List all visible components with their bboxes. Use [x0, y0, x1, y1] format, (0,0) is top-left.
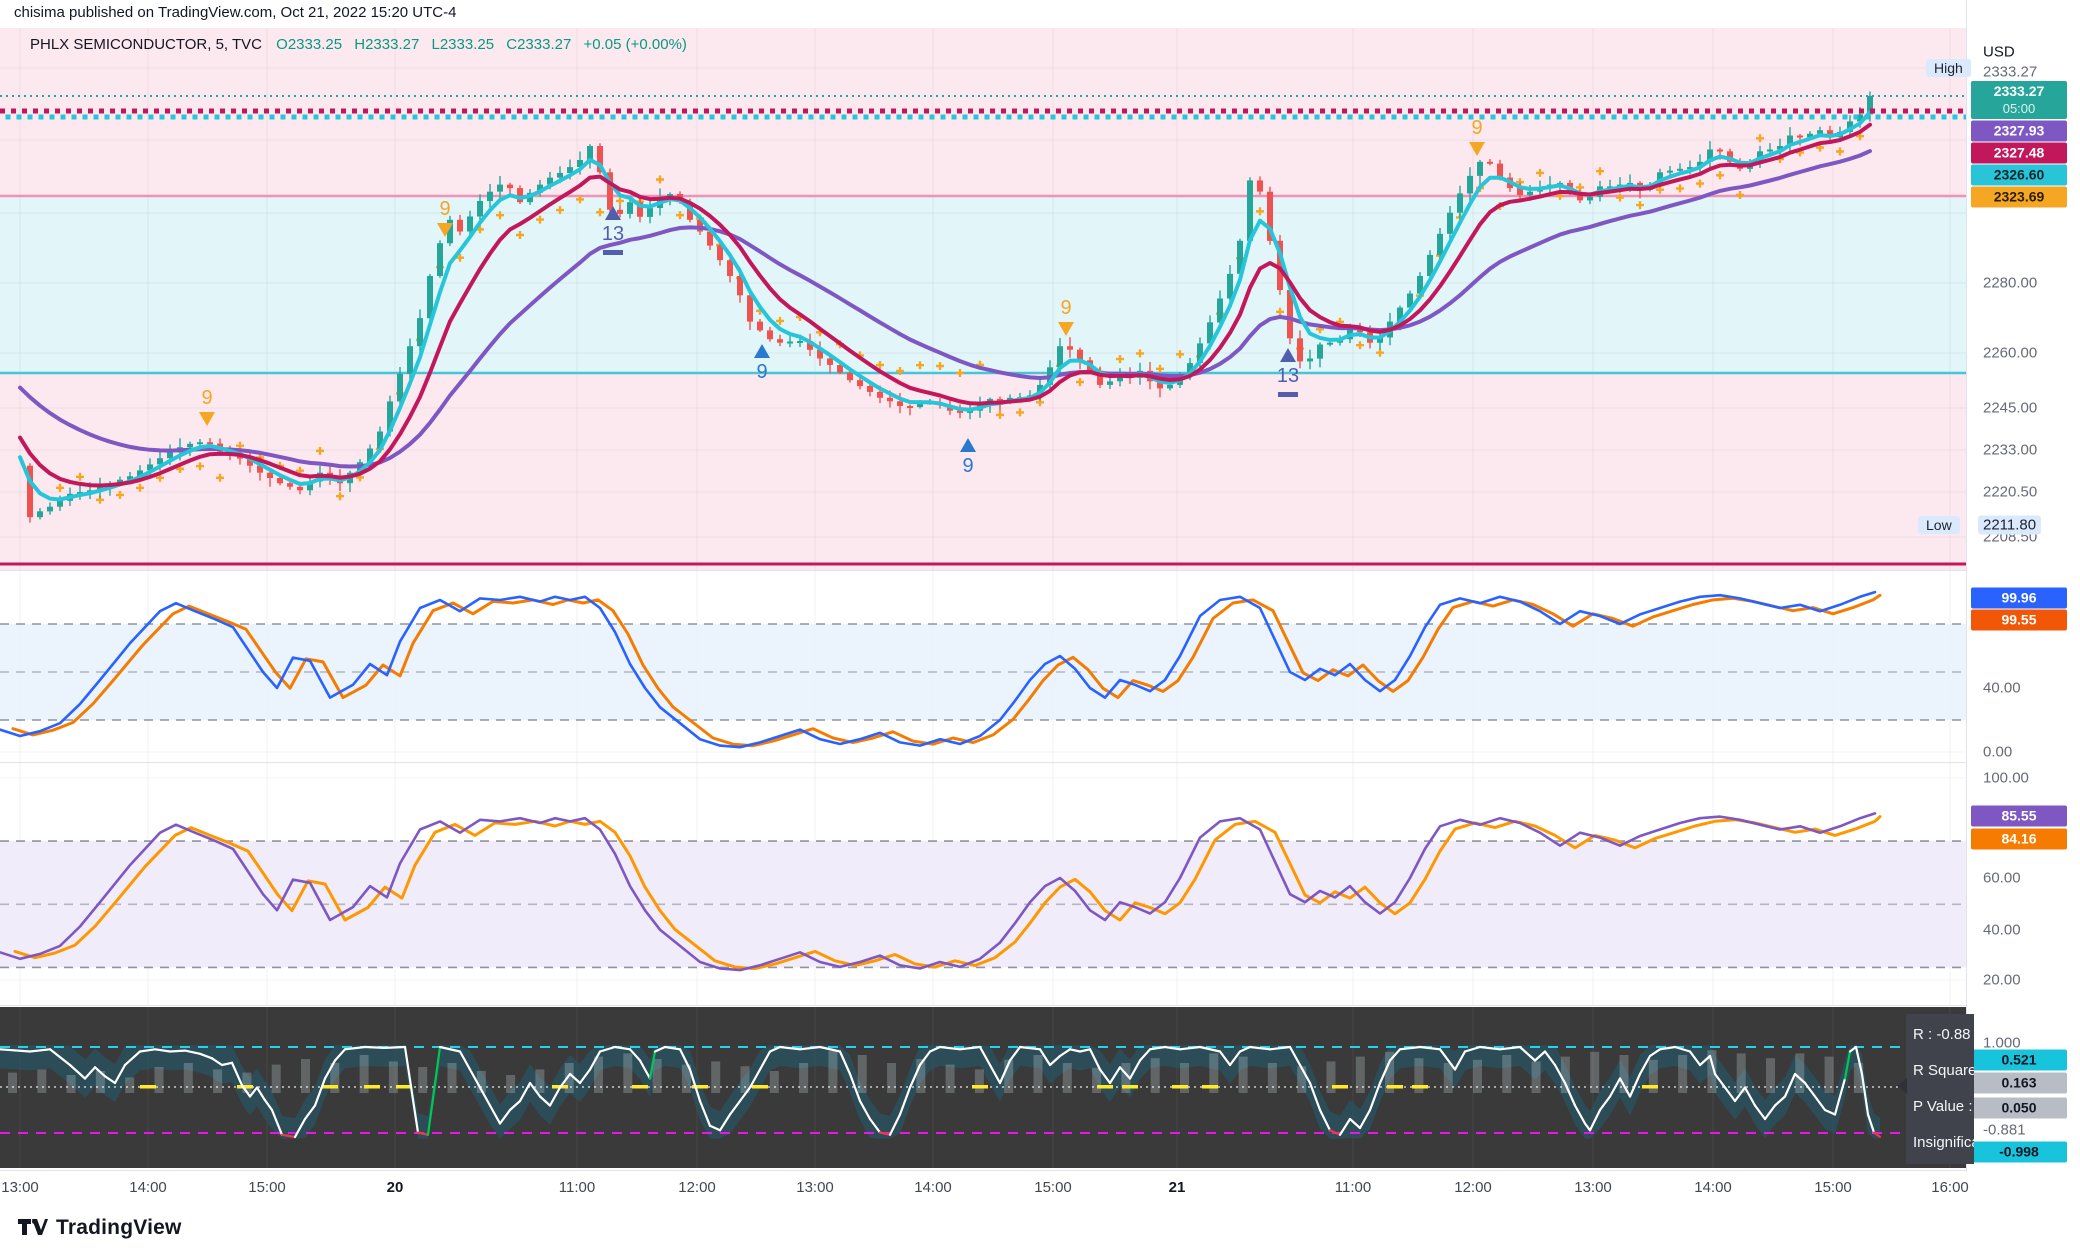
low-label: L	[431, 36, 440, 53]
stat-significance: Insignificant	[1913, 1134, 1974, 1151]
symbol-title[interactable]: PHLX SEMICONDUCTOR, 5, TVC	[30, 36, 262, 53]
td-marker-9: 9	[754, 344, 770, 383]
brand-wordmark: TradingView	[56, 1216, 182, 1239]
pane-separator[interactable]	[0, 1005, 2080, 1006]
axis-label: 2233.00	[1983, 441, 2038, 459]
stochastic-slow-pane[interactable]	[0, 812, 1966, 972]
price-label-box: 99.55	[1971, 609, 2067, 631]
tradingview-logo-icon	[18, 1219, 48, 1235]
panel-pointer-icon	[1897, 1078, 1907, 1094]
td-marker-9: 9	[199, 387, 215, 426]
td-marker-9: 9	[437, 198, 453, 237]
price-label-box: 0.050	[1971, 1097, 2067, 1119]
pane-separator[interactable]	[0, 762, 2080, 763]
time-label: 21	[1168, 1179, 1186, 1196]
td-marker-9: 9	[1469, 117, 1485, 156]
stat-r: R : -0.88	[1913, 1026, 1971, 1043]
brand-footer[interactable]: TradingView	[18, 1213, 182, 1243]
time-label: 15:00	[1034, 1179, 1072, 1196]
high-tag: High	[1926, 59, 1971, 77]
axis-label: 2280.00	[1983, 274, 2038, 292]
stat-r-squared: R Squared :	[1913, 1062, 1974, 1079]
svg-text:9: 9	[1471, 117, 1482, 139]
svg-text:9: 9	[439, 198, 450, 220]
stochastic-pane[interactable]	[0, 590, 1966, 749]
price-label-box: 0.521	[1971, 1049, 2067, 1071]
time-label: 20	[386, 1179, 404, 1196]
open-value: 2333.25	[287, 36, 343, 53]
time-label: 13:00	[1, 1179, 39, 1196]
axis-label: 20.00	[1983, 971, 2021, 989]
pane-separator[interactable]	[0, 570, 2080, 571]
price-label-box: 2333.27 05:00	[1971, 81, 2067, 119]
price-label-box: 85.55	[1971, 805, 2067, 827]
time-label: 12:00	[1454, 1179, 1492, 1196]
axis-label: 2333.27	[1983, 63, 2038, 81]
axis-label: -0.881	[1983, 1121, 2026, 1139]
time-label: 14:00	[914, 1179, 952, 1196]
axis-label: 100.00	[1983, 769, 2029, 787]
high-label: H	[354, 36, 366, 53]
td-marker-9: 9	[960, 438, 976, 477]
open-label: O	[276, 36, 288, 53]
time-label: 12:00	[678, 1179, 716, 1196]
price-label-box: 99.96	[1971, 587, 2067, 609]
svg-text:9: 9	[201, 387, 212, 409]
axis-label: 40.00	[1983, 921, 2021, 939]
pane-separator	[0, 1170, 2080, 1171]
close-value: 2333.27	[517, 36, 572, 53]
currency-label: USD	[1983, 43, 2015, 61]
svg-text:9: 9	[962, 455, 973, 477]
time-label: 14:00	[129, 1179, 167, 1196]
low-tag: Low	[1918, 516, 1960, 534]
time-label: 15:00	[1814, 1179, 1852, 1196]
price-label-box: 2327.48	[1971, 142, 2067, 164]
chart-area[interactable]: 9 9 13 9 9 9 13 9	[0, 28, 1966, 1170]
axis-label: 2260.00	[1983, 344, 2038, 362]
time-label: 11:00	[558, 1179, 596, 1196]
time-label: 13:00	[796, 1179, 834, 1196]
published-line: chisima published on TradingView.com, Oc…	[14, 4, 457, 21]
low-value: 2333.25	[439, 36, 495, 53]
time-label: 11:00	[1334, 1179, 1372, 1196]
axis-label: 2211.80	[1978, 515, 2042, 535]
correlation-stats-panel: R : -0.88 R Squared : P Value : Insignif…	[1906, 1014, 1974, 1164]
chart-canvas[interactable]: 9 9 13 9 9 9 13 9	[0, 28, 1966, 1170]
time-label: 14:00	[1694, 1179, 1732, 1196]
svg-text:9: 9	[1060, 297, 1071, 319]
svg-text:13: 13	[602, 223, 624, 245]
time-label: 13:00	[1574, 1179, 1612, 1196]
time-scale[interactable]: 13:00 14:00 15:00 20 11:00 12:00 13:00 14:00 15:…	[0, 1171, 1969, 1207]
correlation-pane[interactable]	[0, 1045, 1966, 1139]
price-label-box: 2327.93	[1971, 120, 2067, 142]
change-value: +0.05 (+0.00%)	[583, 36, 687, 53]
td-marker-13: 13	[602, 206, 624, 255]
axis-label: 40.00	[1983, 679, 2021, 697]
high-value: 2333.27	[365, 36, 420, 53]
stat-p-value: P Value :	[1913, 1098, 1973, 1115]
td-marker-9: 9	[1058, 297, 1074, 336]
svg-text:9: 9	[756, 361, 767, 383]
close-label: C	[506, 36, 518, 53]
axis-label: 2220.50	[1983, 483, 2038, 501]
td-marker-13: 13	[1277, 348, 1299, 397]
price-label-box: 0.163	[1971, 1072, 2067, 1094]
price-label-box: 84.16	[1971, 828, 2067, 850]
axis-label: 1.000	[1983, 1034, 2021, 1052]
symbol-legend[interactable]: PHLX SEMICONDUCTOR, 5, TVC O2333.25 H233…	[30, 36, 687, 53]
price-label-box: 2326.60	[1971, 164, 2067, 186]
axis-label: 2245.00	[1983, 399, 2038, 417]
axis-label: 0.00	[1983, 743, 2013, 761]
price-pane[interactable]: 9 9 13 9 9 9 13 9	[0, 91, 1966, 523]
price-label-box: 2323.69	[1971, 186, 2067, 208]
axis-label: 60.00	[1983, 869, 2021, 887]
svg-text:13: 13	[1277, 365, 1299, 387]
time-label: 15:00	[248, 1179, 286, 1196]
price-scale[interactable]: USD 2333.27 2280.00 2260.00 2245.00 2233.00 2…	[1966, 0, 2080, 1172]
time-label: 16:00	[1931, 1179, 1969, 1196]
price-label-box: -0.998	[1971, 1141, 2067, 1163]
